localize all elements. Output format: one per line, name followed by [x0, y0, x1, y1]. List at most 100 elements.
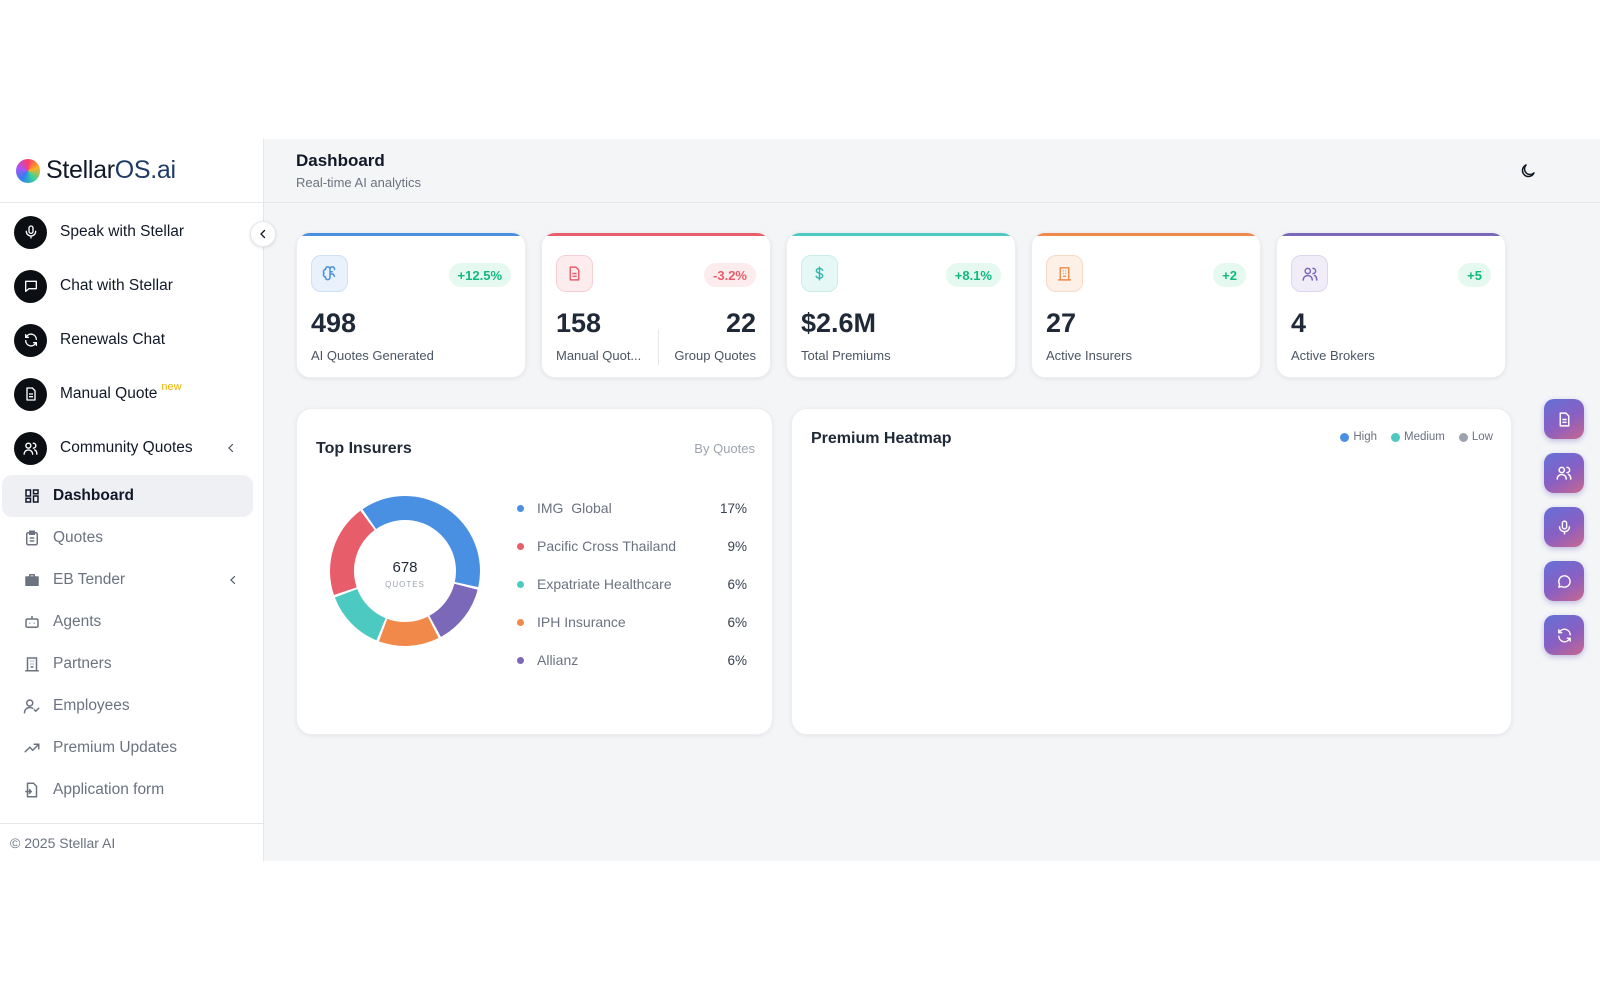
stat-card-ai-quotes[interactable]: +12.5% 498 AI Quotes Generated [296, 232, 526, 378]
panel-title: Top Insurers [316, 440, 412, 457]
stat-change-badge: -3.2% [704, 263, 756, 287]
card-accent-bar [297, 233, 525, 236]
stat-card-active-brokers[interactable]: +5 4 Active Brokers [1276, 232, 1506, 378]
legend-dot [517, 656, 524, 664]
donut-total-label: QUOTES [385, 580, 425, 589]
sidebar-item-quotes[interactable]: Quotes [2, 517, 253, 559]
chevron-left-icon [260, 229, 266, 239]
chat-icon [1557, 574, 1571, 588]
donut-slice[interactable] [362, 496, 480, 588]
building-icon [1046, 255, 1083, 292]
brand-logo [16, 158, 40, 183]
stat-label: Manual Quot... [556, 348, 642, 363]
document-icon [556, 255, 593, 292]
bot-icon [22, 612, 42, 632]
theme-toggle-button[interactable] [1516, 159, 1540, 183]
stat-label: Active Insurers [1046, 348, 1132, 363]
document-icon [1559, 411, 1569, 427]
stat-card-total-premiums[interactable]: +8.1% $2.6M Total Premiums [786, 232, 1016, 378]
sidebar-item-label: Partners [53, 655, 112, 672]
grid-icon [22, 486, 42, 506]
dollar-icon [801, 255, 838, 292]
legend-item: Expatriate Healthcare 6% [517, 565, 747, 603]
nav-community-quotes[interactable]: Community Quotes [0, 421, 263, 475]
legend-item: Allianz 6% [517, 641, 747, 679]
stat-change-badge: +8.1% [945, 263, 1001, 287]
sidebar-item-application-form[interactable]: Application form [2, 769, 253, 811]
legend-value: 9% [727, 538, 747, 554]
top-insurers-panel: Top Insurers By Quotes 678 QUOTES IMG Gl… [296, 408, 773, 735]
stat-change-badge: +2 [1213, 263, 1246, 287]
clipboard-icon [22, 528, 42, 548]
quick-manual-quote-button[interactable] [1544, 399, 1584, 439]
nav-chat-with-stellar[interactable]: Chat with Stellar [0, 259, 263, 313]
legend-value: 6% [727, 614, 747, 630]
sidebar: StellarOS.ai Speak with Stellar Chat wit… [0, 139, 276, 861]
stat-value: 27 [1046, 308, 1077, 338]
insurers-legend: IMG Global 17% Pacific Cross Thailand 9% Exp… [517, 489, 747, 679]
refresh-icon [14, 323, 47, 357]
stat-card-manual-group-quotes[interactable]: -3.2% 158 Manual Quot... 22 Group Quotes [541, 232, 771, 378]
sidebar-item-premium-updates[interactable]: Premium Updates [2, 727, 253, 769]
stat-card-active-insurers[interactable]: +2 27 Active Insurers [1031, 232, 1261, 378]
trending-up-icon [22, 738, 42, 758]
collapse-sidebar-button[interactable] [250, 221, 276, 247]
legend-medium: Medium [1390, 431, 1445, 443]
donut-slice[interactable] [330, 510, 375, 596]
legend-dot [1340, 432, 1350, 442]
page-title: Dashboard [296, 151, 385, 170]
sidebar-item-dashboard[interactable]: Dashboard [2, 475, 253, 517]
legend-label: IPH Insurance [537, 614, 626, 630]
nav-label: Manual Quote [60, 385, 158, 402]
brand[interactable]: StellarOS.ai [0, 139, 263, 203]
card-accent-bar [787, 233, 1015, 236]
nav-renewals-chat[interactable]: Renewals Chat [0, 313, 263, 367]
page-header: Dashboard Real-time AI analytics [264, 139, 1600, 203]
user-check-icon [22, 696, 42, 716]
donut-slice[interactable] [378, 616, 439, 646]
sidebar-item-employees[interactable]: Employees [2, 685, 253, 727]
refresh-icon [1557, 628, 1571, 642]
donut-slice[interactable] [334, 589, 386, 641]
premium-heatmap-panel: Premium Heatmap High Medium Low [791, 408, 1512, 735]
primary-nav: Speak with Stellar Chat with Stellar Ren… [0, 205, 263, 475]
legend-dot [517, 504, 524, 512]
sidebar-item-partners[interactable]: Partners [2, 643, 253, 685]
card-accent-bar [1277, 233, 1505, 236]
quick-speak-button[interactable] [1544, 507, 1584, 547]
panel-title: Premium Heatmap [811, 430, 952, 447]
sidebar-item-label: Agents [53, 613, 102, 630]
mic-icon [14, 215, 47, 249]
sidebar-item-agents[interactable]: Agents [2, 601, 253, 643]
sub-nav: Dashboard Quotes EB Tender Agents Partne… [0, 475, 263, 811]
quick-chat-button[interactable] [1544, 561, 1584, 601]
legend-dot [517, 580, 524, 588]
quick-community-button[interactable] [1544, 453, 1584, 493]
legend-label: Pacific Cross Thailand [537, 538, 677, 554]
chevron-left-icon[interactable] [227, 574, 239, 586]
moon-icon [1521, 164, 1535, 178]
quick-renewals-button[interactable] [1544, 615, 1584, 655]
nav-manual-quote[interactable]: Manual Quote new [0, 367, 263, 421]
nav-label: Speak with Stellar [60, 223, 185, 240]
document-icon [14, 377, 47, 411]
card-accent-bar [1032, 233, 1260, 236]
sidebar-item-eb-tender[interactable]: EB Tender [2, 559, 253, 601]
page-subtitle: Real-time AI analytics [296, 175, 421, 190]
sidebar-item-label: Employees [53, 697, 130, 714]
legend-value: 6% [727, 576, 747, 592]
sidebar-item-label: Dashboard [53, 487, 134, 504]
chevron-left-icon[interactable] [225, 442, 237, 454]
legend-low: Low [1458, 431, 1493, 443]
donut-slice[interactable] [429, 583, 478, 637]
sidebar-item-label: Application form [53, 781, 165, 798]
sidebar-item-label: EB Tender [53, 571, 126, 588]
legend-dot [1458, 432, 1468, 442]
users-icon [14, 431, 47, 465]
sort-selector[interactable]: By Quotes [694, 441, 755, 456]
legend-item: IMG Global 17% [517, 489, 747, 527]
stat-value-secondary: 22 [725, 308, 756, 338]
sidebar-footer: © 2025 Stellar AI [0, 823, 263, 861]
nav-speak-with-stellar[interactable]: Speak with Stellar [0, 205, 263, 259]
brain-icon [311, 255, 348, 292]
